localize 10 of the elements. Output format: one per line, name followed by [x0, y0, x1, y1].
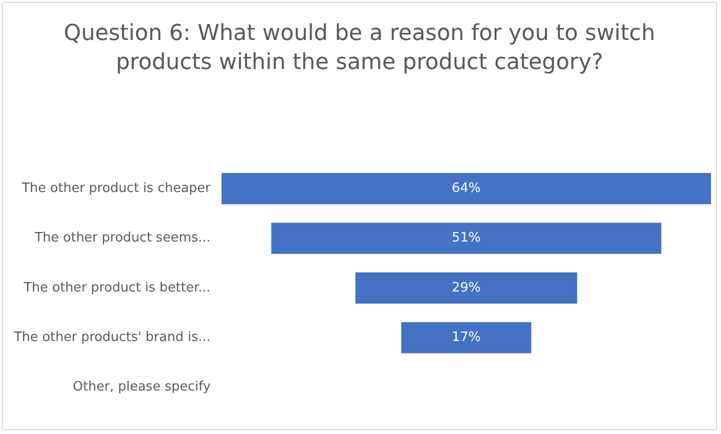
category-label: Other, please specify [72, 380, 211, 395]
text: Question 6: What would be a reason for you to switch products within the same product category? [62, 20, 656, 77]
data-label: 17% [452, 330, 481, 346]
category-label: The other product is better... [22, 280, 211, 296]
data-label: 51% [452, 230, 481, 246]
category-label: The other products' brand is... [12, 330, 211, 346]
data-label: 64% [452, 181, 481, 196]
data-label: 29% [452, 280, 481, 296]
category-label: The other product seems... [34, 230, 211, 246]
category-label: The other product is cheaper [20, 181, 212, 196]
